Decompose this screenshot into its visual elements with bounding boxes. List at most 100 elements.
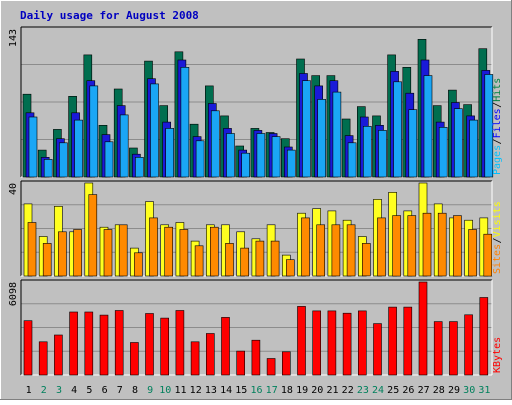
bar-pages	[135, 157, 144, 178]
x-tick-label: 5	[86, 385, 92, 396]
x-tick-label: 25	[387, 385, 399, 396]
bar-sites	[331, 224, 341, 277]
x-tick-label: 27	[418, 385, 430, 396]
bar-kbytes	[160, 317, 169, 376]
x-tick-label: 14	[220, 385, 232, 396]
x-tick-label: 20	[311, 385, 323, 396]
bar-pages	[28, 116, 38, 178]
bar-kbytes	[99, 314, 109, 376]
bar-kbytes	[342, 312, 352, 376]
x-tick-label: 17	[266, 385, 278, 396]
bar-sites	[134, 252, 143, 277]
bar-sites	[316, 224, 326, 277]
x-tick-label: 8	[132, 385, 138, 396]
x-tick-label: 15	[235, 385, 247, 396]
bar-pages	[226, 133, 235, 178]
bar-kbytes	[145, 313, 154, 376]
bar-pages	[43, 159, 53, 178]
bar-kbytes	[190, 341, 200, 376]
y-max-label: 143	[8, 29, 19, 47]
x-tick-label: 1	[26, 385, 32, 396]
bar-pages	[317, 99, 327, 178]
x-tick-label: 26	[402, 385, 414, 396]
bar-sites	[468, 229, 477, 277]
bar-sites	[361, 243, 371, 277]
bar-sites	[73, 229, 82, 277]
bar-kbytes	[266, 358, 276, 376]
x-tick-label: 3	[56, 385, 62, 396]
bar-kbytes	[38, 341, 48, 376]
bar-pages	[241, 152, 250, 178]
bar-sites	[407, 215, 417, 277]
chart-title: Daily usage for August 2008	[20, 9, 199, 22]
bar-sites	[346, 224, 356, 277]
bar-pages	[211, 110, 220, 178]
x-tick-label: 22	[342, 385, 354, 396]
legend-pages: Pages	[492, 145, 503, 175]
bar-sites	[103, 229, 113, 277]
bar-pages	[180, 67, 190, 178]
bar-pages	[165, 128, 174, 178]
legend-kbytes: KBytes	[492, 337, 503, 373]
bar-kbytes	[357, 310, 367, 376]
bar-sites	[483, 233, 493, 277]
bar-sites	[42, 243, 52, 277]
bar-pages	[438, 127, 448, 178]
bar-kbytes	[327, 310, 337, 376]
bar-pages	[423, 75, 433, 178]
x-tick-label: 18	[281, 385, 293, 396]
bar-sites	[164, 226, 173, 277]
bar-kbytes	[479, 297, 489, 376]
y-max-label: 6098	[8, 282, 19, 306]
bar-kbytes	[433, 321, 443, 376]
bar-sites	[422, 212, 432, 277]
bar-kbytes	[449, 321, 458, 376]
bar-kbytes	[114, 310, 124, 376]
x-tick-label: 2	[41, 385, 47, 396]
bar-sites	[392, 215, 401, 277]
bar-sites	[285, 259, 295, 277]
panel-visits_sites: 40 Sites/Visits	[8, 180, 503, 277]
x-axis-labels: 1 2 3 4 5 6 7 8 9 10 11 12 13 14 15 16 17 18 19 20 21 22 23 24 2…	[26, 385, 491, 396]
bar-kbytes	[251, 339, 261, 376]
bar-pages	[302, 80, 311, 178]
bar-sites	[270, 240, 280, 277]
bar-kbytes	[464, 314, 473, 376]
x-tick-label: 9	[147, 385, 153, 396]
legend-visits: Visits	[492, 201, 503, 237]
x-tick-label: 16	[250, 385, 262, 396]
x-tick-label: 4	[71, 385, 77, 396]
legend-separator: /	[492, 102, 503, 108]
bar-pages	[59, 142, 68, 178]
bar-pages	[408, 109, 418, 178]
x-tick-label: 21	[326, 385, 338, 396]
bar-kbytes	[373, 323, 382, 376]
legend-sites: Sites	[492, 244, 503, 274]
bar-pages	[378, 130, 387, 178]
legend-hits: Hits	[492, 78, 503, 102]
x-tick-label: 29	[448, 385, 460, 396]
bar-pages	[104, 141, 114, 178]
x-tick-label: 24	[372, 385, 384, 396]
bar-pages	[347, 142, 357, 178]
bar-kbytes	[130, 342, 139, 376]
x-tick-label: 28	[433, 385, 445, 396]
bar-pages	[454, 108, 463, 178]
bar-pages	[393, 81, 402, 178]
bar-pages	[271, 136, 281, 178]
bar-sites	[118, 224, 128, 277]
x-tick-label: 6	[102, 385, 108, 396]
bar-kbytes	[54, 334, 63, 376]
bar-kbytes	[418, 281, 428, 376]
x-tick-label: 10	[159, 385, 171, 396]
legend-files: Files	[492, 108, 503, 138]
x-tick-label: 12	[190, 385, 202, 396]
bar-kbytes	[388, 306, 397, 376]
bar-pages	[362, 126, 372, 178]
x-tick-label: 13	[205, 385, 217, 396]
x-tick-label: 19	[296, 385, 308, 396]
bar-sites	[437, 212, 447, 277]
